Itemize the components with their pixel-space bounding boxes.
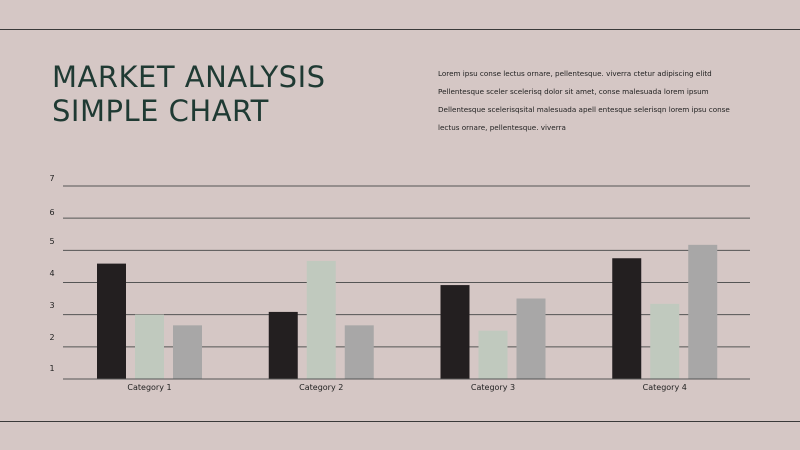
top-rule (0, 29, 800, 30)
x-tick-label: Category 1 (127, 383, 171, 392)
description-text: Lorem ipsu conse lectus ornare, pellente… (438, 65, 743, 137)
description-line-4: lectus ornare, pellentesque. viverra (438, 123, 566, 132)
bar (688, 244, 718, 379)
y-tick-label: 5 (49, 237, 54, 246)
bar (516, 298, 546, 379)
bar (612, 258, 642, 379)
bottom-rule (0, 421, 800, 422)
title-line-1: MARKET ANALYSIS (52, 60, 326, 94)
bar (478, 330, 508, 379)
description-line-2: Pellentesque sceler scelerisq dolor sit … (438, 87, 709, 96)
y-tick-label: 1 (49, 364, 54, 373)
bar (135, 314, 164, 379)
bar (97, 263, 126, 379)
x-tick-label: Category 2 (299, 383, 343, 392)
bar (173, 325, 202, 379)
bar (344, 325, 374, 379)
y-tick-label: 3 (49, 301, 54, 310)
description-line-3: Dellentesque scelerisqsital malesuada ap… (438, 105, 730, 114)
bar (440, 285, 470, 379)
page-title: MARKET ANALYSIS SIMPLE CHART (52, 60, 382, 128)
title-line-2: SIMPLE CHART (52, 94, 269, 128)
x-tick-label: Category 4 (643, 383, 687, 392)
y-tick-label: 6 (49, 208, 54, 217)
bar (306, 260, 336, 379)
bar (650, 303, 680, 379)
x-tick-label: Category 3 (471, 383, 515, 392)
y-tick-label: 7 (49, 174, 54, 183)
y-tick-label: 4 (49, 269, 54, 278)
description-line-1: Lorem ipsu conse lectus ornare, pellente… (438, 69, 712, 78)
bar (268, 311, 298, 379)
y-tick-label: 2 (49, 333, 54, 342)
